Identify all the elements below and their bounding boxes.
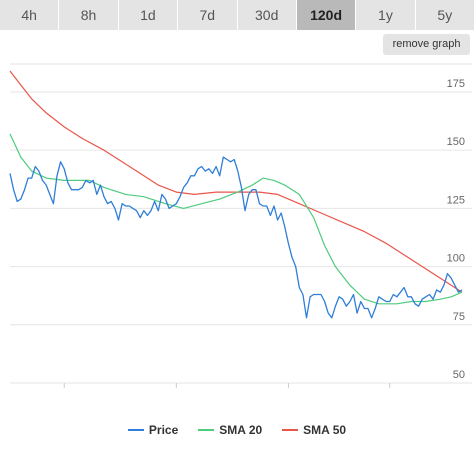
legend-swatch-sma20 (198, 429, 215, 431)
tab-1y[interactable]: 1y (356, 0, 416, 30)
y-tick-label-125: 125 (447, 194, 465, 206)
price-chart: 50 75 100 125 150 175 Dec '25Jan '26Feb '26Ma… (9, 63, 472, 388)
y-tick-label-175: 175 (447, 78, 465, 90)
timeframe-tabs: 4h 8h 1d 7d 30d 120d 1y 5y (0, 0, 474, 30)
series-lines (9, 70, 463, 319)
tab-120d[interactable]: 120d (296, 0, 357, 30)
y-tick-label-150: 150 (447, 136, 465, 148)
y-tick-label-100: 100 (447, 253, 465, 265)
tab-4h[interactable]: 4h (0, 0, 60, 30)
legend-label-sma50: SMA 50 (303, 423, 347, 437)
series-line-sma50 (9, 70, 463, 293)
y-tick-label-50: 50 (453, 369, 465, 381)
remove-graph-button[interactable]: remove graph (383, 34, 470, 55)
chart-legend: Price SMA 20 SMA 50 (0, 420, 474, 440)
series-line-sma20 (9, 133, 463, 305)
tab-30d[interactable]: 30d (238, 0, 297, 30)
series-line-price (9, 156, 463, 319)
legend-swatch-price (127, 429, 144, 431)
legend-item-sma20[interactable]: SMA 20 (198, 423, 262, 437)
y-tick-label-75: 75 (453, 311, 465, 323)
legend-item-price[interactable]: Price (127, 423, 179, 437)
tab-7d[interactable]: 7d (178, 0, 238, 30)
grid-lines (10, 63, 472, 384)
tab-5y[interactable]: 5y (437, 7, 453, 23)
legend-label-price: Price (148, 423, 179, 437)
y-axis-ticks: 50 75 100 125 150 175 (447, 78, 465, 381)
tab-8h[interactable]: 8h (59, 0, 119, 30)
x-axis-ticks: Dec '25Jan '26Feb '26Mar '26 (63, 383, 391, 388)
tab-1d[interactable]: 1d (119, 0, 179, 30)
legend-label-sma20: SMA 20 (219, 423, 263, 437)
legend-item-sma50[interactable]: SMA 50 (282, 423, 346, 437)
legend-swatch-sma50 (282, 429, 299, 431)
